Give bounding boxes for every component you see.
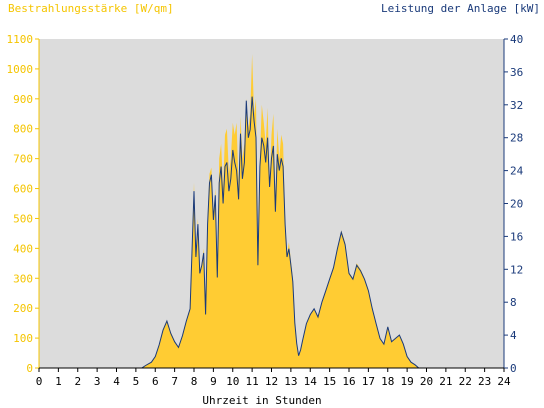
x-tick-label: 7 — [171, 375, 178, 388]
y-right-tick-label: 24 — [510, 165, 524, 178]
y-left-tick-label: 100 — [13, 332, 33, 345]
x-tick-label: 2 — [74, 375, 81, 388]
y-right-tick-label: 20 — [510, 198, 523, 211]
y-left-tick-label: 400 — [13, 242, 33, 255]
x-tick-label: 19 — [401, 375, 414, 388]
y-right-tick-label: 0 — [510, 362, 517, 375]
x-tick-label: 18 — [381, 375, 394, 388]
y-left-tick-label: 900 — [13, 93, 33, 106]
x-tick-label: 3 — [94, 375, 101, 388]
y-left-tick-label: 300 — [13, 272, 33, 285]
y-right-tick-label: 40 — [510, 33, 523, 46]
y-right-tick-label: 12 — [510, 263, 523, 276]
x-tick-label: 20 — [420, 375, 433, 388]
x-tick-label: 22 — [459, 375, 472, 388]
x-tick-label: 21 — [439, 375, 452, 388]
y-right-tick-label: 36 — [510, 66, 523, 79]
y-left-tick-label: 1000 — [7, 63, 34, 76]
x-tick-label: 5 — [133, 375, 140, 388]
y-left-tick-label: 200 — [13, 302, 33, 315]
x-tick-label: 6 — [152, 375, 159, 388]
x-tick-label: 14 — [304, 375, 318, 388]
x-tick-label: 13 — [284, 375, 297, 388]
y-right-tick-label: 16 — [510, 230, 523, 243]
right-axis-title: Leistung der Anlage [kW] — [381, 2, 540, 15]
x-axis-title: Uhrzeit in Stunden — [202, 394, 321, 407]
y-left-tick-label: 0 — [26, 362, 33, 375]
y-left-tick-label: 700 — [13, 153, 33, 166]
x-tick-label: 16 — [342, 375, 355, 388]
left-axis-title: Bestrahlungsstärke [W/qm] — [8, 2, 174, 15]
y-left-tick-label: 800 — [13, 123, 33, 136]
x-tick-label: 17 — [362, 375, 375, 388]
x-tick-label: 9 — [210, 375, 217, 388]
x-tick-label: 11 — [246, 375, 259, 388]
power-line — [39, 96, 504, 369]
y-right-tick-label: 8 — [510, 296, 517, 309]
y-right-tick-label: 32 — [510, 99, 523, 112]
x-tick-label: 15 — [323, 375, 336, 388]
x-tick-label: 4 — [113, 375, 120, 388]
x-tick-label: 24 — [497, 375, 511, 388]
y-left-tick-label: 1100 — [7, 33, 34, 46]
y-left-tick-label: 500 — [13, 212, 33, 225]
y-right-tick-label: 4 — [510, 329, 517, 342]
y-right-tick-label: 28 — [510, 132, 523, 145]
x-tick-label: 8 — [191, 375, 198, 388]
x-tick-label: 1 — [55, 375, 62, 388]
x-tick-label: 12 — [265, 375, 278, 388]
irradiance-area — [141, 54, 431, 368]
y-left-tick-label: 600 — [13, 183, 33, 196]
axes: 0100200300400500600700800900100011000481… — [7, 33, 524, 388]
x-tick-label: 0 — [36, 375, 43, 388]
x-tick-label: 23 — [478, 375, 491, 388]
x-tick-label: 10 — [226, 375, 239, 388]
